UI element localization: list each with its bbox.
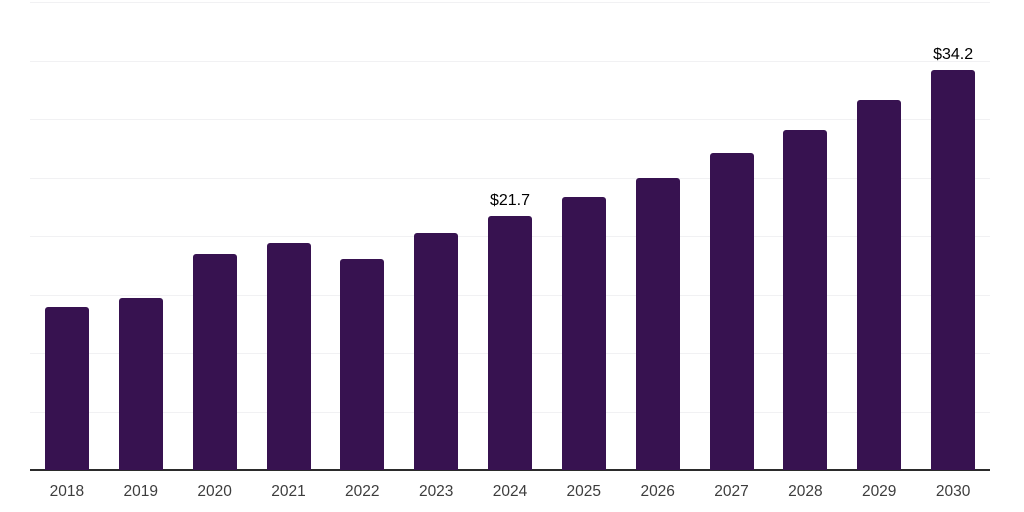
bar-value-label: $34.2 [933, 45, 974, 63]
x-tick-label: 2018 [49, 483, 85, 500]
x-tick-label: 2027 [714, 483, 749, 500]
x-tick-label: 2024 [492, 483, 528, 500]
x-tick-label: 2020 [197, 483, 232, 500]
bar-2018 [44, 307, 89, 470]
x-tick-label: 2023 [418, 483, 454, 500]
bar-2022 [340, 259, 385, 470]
x-tick-label: 2021 [271, 483, 306, 500]
bar-2023 [414, 232, 459, 470]
bar-2024 [488, 216, 532, 470]
x-tick-label: 2030 [935, 483, 971, 500]
bar-2025 [561, 197, 606, 470]
bar-2020 [192, 253, 237, 470]
x-tick-label: 2026 [640, 483, 675, 500]
bar-value-label: $21.7 [489, 192, 531, 210]
gridline [30, 177, 990, 179]
gridline [30, 119, 990, 120]
gridline [30, 2, 990, 3]
gridline [30, 60, 990, 62]
bar-2027 [709, 152, 754, 470]
x-tick-label: 2029 [861, 483, 897, 500]
bar-2019 [118, 298, 163, 470]
x-tick-label: 2025 [566, 483, 602, 500]
bar-2026 [635, 177, 680, 470]
bar-2029 [857, 100, 902, 470]
bar-2030 [931, 69, 976, 470]
bar-2028 [783, 129, 828, 470]
x-tick-label: 2019 [123, 483, 159, 500]
x-tick-label: 2028 [788, 483, 823, 500]
x-tick-label: 2022 [345, 483, 380, 500]
bar-2021 [266, 243, 311, 470]
